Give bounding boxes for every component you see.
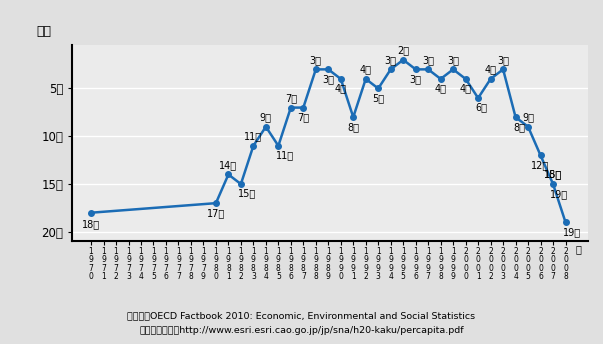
Text: 11位: 11位: [244, 131, 262, 141]
Text: 3位: 3位: [497, 55, 509, 65]
Text: 19位: 19位: [563, 227, 581, 237]
Text: 5位: 5位: [372, 93, 384, 103]
Text: 9位: 9位: [260, 112, 272, 122]
Text: 11位: 11位: [276, 150, 294, 160]
Text: および内閖府　http://www.esri.esri.cao.go.jp/jp/sna/h20-kaku/percapita.pdf: および内閖府 http://www.esri.esri.cao.go.jp/jp…: [139, 326, 464, 335]
Text: 2位: 2位: [397, 45, 409, 55]
Text: 3位: 3位: [447, 55, 459, 65]
Text: 3位: 3位: [310, 55, 322, 65]
Text: 15位: 15位: [544, 170, 562, 180]
Text: 4位: 4位: [435, 84, 447, 94]
Text: 3位: 3位: [409, 74, 421, 84]
Text: 順位: 順位: [36, 25, 51, 37]
Text: （出所）OECD Factbook 2010: Economic, Environmental and Social Statistics: （出所）OECD Factbook 2010: Economic, Enviro…: [127, 311, 476, 320]
Text: 4位: 4位: [335, 84, 347, 94]
Text: 4位: 4位: [485, 64, 497, 74]
Text: 年: 年: [575, 244, 581, 254]
Text: 4位: 4位: [360, 64, 371, 74]
Text: 12位: 12位: [531, 160, 550, 170]
Text: 8位: 8位: [513, 122, 525, 132]
Text: 8位: 8位: [347, 123, 359, 133]
Text: 14位: 14位: [219, 160, 238, 170]
Text: 19位: 19位: [550, 190, 569, 200]
Text: 3位: 3位: [422, 55, 434, 65]
Text: 3位: 3位: [385, 55, 397, 65]
Text: 17位: 17位: [207, 208, 225, 218]
Text: 9位: 9位: [522, 112, 534, 122]
Text: 3位: 3位: [322, 74, 334, 84]
Text: 15位: 15位: [238, 189, 256, 198]
Text: 6位: 6位: [476, 103, 488, 112]
Text: 18位: 18位: [544, 170, 562, 180]
Text: 4位: 4位: [459, 84, 472, 94]
Text: 7位: 7位: [297, 112, 309, 122]
Text: 18位: 18位: [82, 219, 100, 229]
Text: 7位: 7位: [285, 93, 297, 103]
